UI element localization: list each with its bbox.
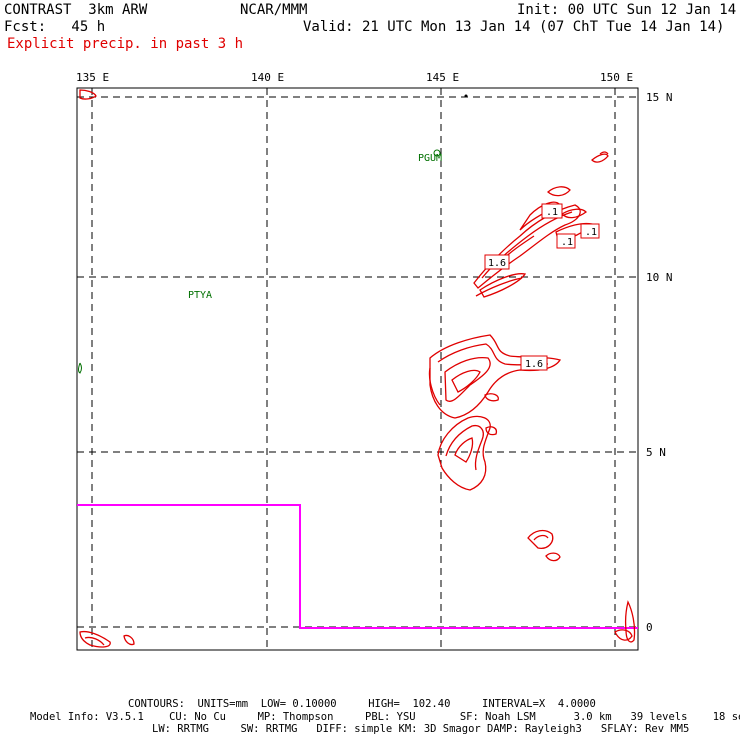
init-time: Init: 00 UTC Sun 12 Jan 14 [517,2,737,18]
station-ptya: PTYA [188,290,212,301]
contour-info: CONTOURS: UNITS=mm LOW= 0.10000 HIGH= 10… [128,698,596,710]
lon-label-135: 135 E [76,71,109,84]
precip-cell [444,356,491,402]
map-frame [76,87,639,651]
contour-label-box [580,223,600,239]
precip-cell [624,600,636,643]
guam-coast [433,149,441,157]
precip-cell [527,529,554,549]
precip-cell [79,630,111,648]
graticule [77,88,638,650]
station-pgum: PGUM [418,153,442,164]
precip-cell [84,636,105,646]
precip-cell [473,204,581,289]
contour-label: .1 [546,207,558,218]
lat-label-5n: 5 N [646,446,666,459]
valid-time: Valid: 21 UTC Mon 13 Jan 14 (07 ChT Tue … [303,19,725,35]
contour-label: .1 [585,227,597,238]
contour-label: 1.6 [488,258,506,269]
lat-label-15n: 15 N [646,91,673,104]
precip-cell [591,153,609,163]
contour-label-box [520,355,548,371]
forecast-hour: Fcst: 45 h [4,19,106,35]
precip-cell [560,208,587,219]
precip-cell [445,424,484,471]
contour-label-box [484,254,510,270]
precip-cell [484,393,499,402]
precip-contours [79,89,636,648]
field-title: Explicit precip. in past 3 h [7,36,244,52]
lat-label-0: 0 [646,621,653,634]
contour-label-box [541,203,563,219]
precip-cell [429,334,562,419]
precip-cell [451,369,481,393]
precip-cell [437,415,491,491]
precip-cell [479,273,527,298]
precip-cell [79,89,97,100]
precip-cell [454,437,474,463]
contour-label-box [556,233,576,249]
precip-cell [599,151,609,155]
palau-coast [78,362,82,374]
model-info-line-1: Model Info: V3.5.1 CU: No Cu MP: Thompso… [30,711,740,723]
precip-cell [123,634,135,646]
precip-cell [614,629,633,641]
model-info-line-2: LW: RRTMG SW: RRTMG DIFF: simple KM: 3D … [152,723,690,735]
org-label: NCAR/MMM [240,2,308,18]
contour-label: 1.6 [525,359,543,370]
precip-cell [475,277,523,297]
precip-cell [428,367,441,406]
contour-label: .1 [561,237,573,248]
island-marker [464,94,468,98]
precip-cell [545,552,561,562]
model-title: CONTRAST 3km ARW [4,2,148,18]
lon-label-145: 145 E [426,71,459,84]
lon-label-140: 140 E [251,71,284,84]
precip-cell [485,426,498,436]
domain-boundary [77,504,638,629]
lat-label-10n: 10 N [646,271,673,284]
precip-cell [547,186,571,197]
precip-cell [533,534,549,541]
lon-label-150: 150 E [600,71,633,84]
